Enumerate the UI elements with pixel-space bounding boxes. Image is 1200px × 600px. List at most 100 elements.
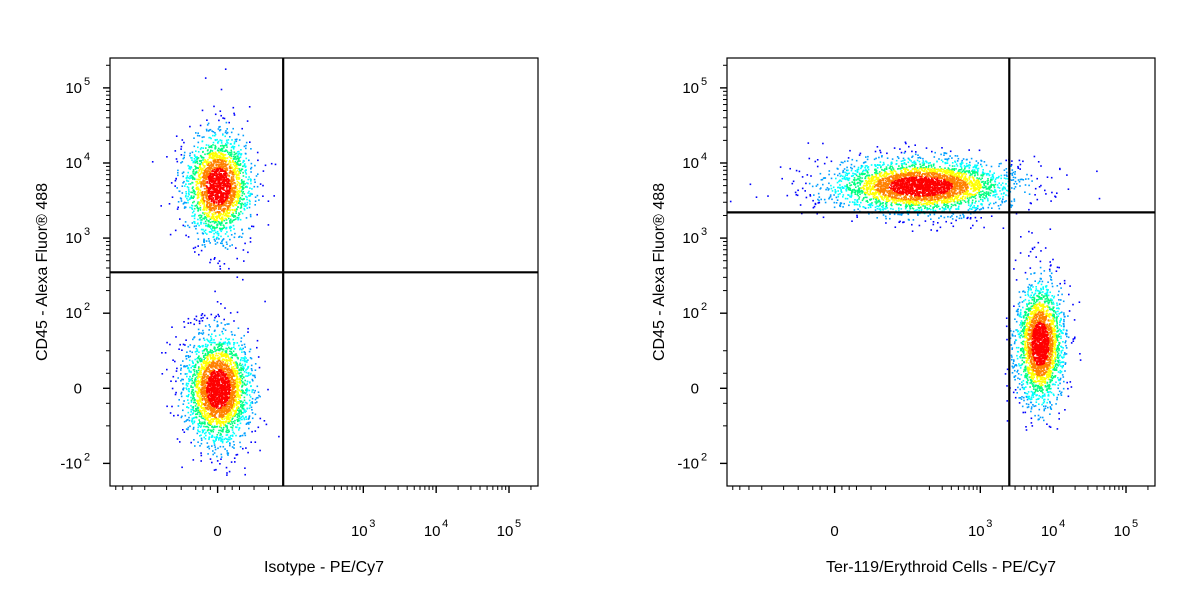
event-dot (208, 436, 211, 438)
event-dot (212, 175, 214, 178)
event-dot (191, 420, 193, 422)
event-dot (197, 172, 199, 174)
event-dot (203, 386, 205, 389)
event-dot (243, 396, 246, 399)
event-dot (235, 158, 237, 161)
event-dot (232, 127, 234, 130)
event-dot (238, 344, 240, 347)
event-dot (224, 175, 227, 177)
event-dot (204, 352, 207, 355)
event-dot (227, 216, 229, 218)
event-dot (216, 396, 219, 399)
event-dot (246, 196, 248, 199)
event-dot (209, 421, 212, 423)
event-dot (224, 307, 226, 309)
event-dot (215, 219, 217, 221)
event-dot (200, 172, 203, 174)
event-dot (207, 171, 209, 174)
event-dot (207, 362, 210, 365)
event-dot (224, 154, 226, 156)
event-dot (191, 157, 193, 159)
event-dot (228, 357, 230, 359)
event-dot (206, 406, 209, 409)
event-dot (217, 167, 220, 169)
event-dot (218, 438, 220, 440)
event-dot (241, 194, 243, 197)
event-dot (241, 384, 244, 387)
event-dot (214, 413, 216, 416)
event-dot (239, 198, 241, 200)
event-dot (192, 426, 195, 429)
event-dot (202, 415, 205, 417)
event-dot (224, 183, 226, 185)
event-dot (233, 182, 235, 184)
event-dot (207, 419, 209, 421)
event-dot (189, 375, 191, 378)
event-dot (242, 232, 244, 235)
event-dot (206, 233, 208, 235)
event-dot (197, 207, 200, 210)
event-dot (240, 206, 243, 209)
event-dot (219, 463, 221, 465)
event-dot (238, 414, 241, 416)
event-dot (216, 418, 218, 420)
event-dot (226, 128, 228, 130)
event-dot (209, 458, 212, 460)
event-dot (217, 211, 220, 213)
event-dot (221, 188, 224, 190)
event-dot (252, 374, 254, 377)
event-dot (191, 207, 193, 209)
event-dot (206, 376, 208, 378)
event-dot (245, 217, 248, 219)
event-dot (220, 161, 222, 164)
event-dot (200, 363, 203, 366)
event-dot (208, 402, 210, 405)
event-dot (226, 434, 229, 436)
event-dot (236, 367, 239, 369)
event-dot (212, 156, 214, 158)
event-dot (218, 216, 220, 218)
event-dot (211, 215, 214, 218)
event-dot (161, 373, 164, 375)
event-dot (230, 157, 232, 160)
event-dot (211, 213, 213, 215)
event-dot (262, 195, 264, 197)
event-dot (220, 438, 222, 440)
event-dot (230, 131, 233, 134)
event-dot (209, 406, 211, 408)
event-dot (185, 193, 188, 195)
event-dot (212, 428, 215, 431)
event-dot (206, 191, 208, 194)
event-dot (219, 223, 222, 226)
event-dot (202, 147, 205, 149)
event-dot (212, 157, 214, 159)
event-dot (217, 156, 219, 159)
event-dot (202, 366, 204, 369)
event-dot (182, 429, 184, 431)
event-dot (208, 422, 210, 424)
event-dot (222, 386, 224, 389)
event-dot (189, 206, 191, 209)
event-dot (225, 139, 228, 142)
event-dot (241, 373, 244, 376)
event-dot (185, 234, 187, 237)
event-dot (214, 206, 217, 208)
event-dot (242, 405, 244, 408)
event-dot (204, 370, 207, 372)
event-dot (244, 356, 246, 358)
event-dot (229, 222, 231, 224)
event-dot (240, 375, 243, 377)
event-dot (235, 187, 238, 189)
event-dot (223, 368, 225, 370)
event-dot (224, 437, 227, 440)
event-dot (222, 117, 224, 119)
event-dot (188, 226, 191, 229)
event-dot (201, 196, 203, 199)
event-dot (190, 191, 192, 194)
event-dot (201, 367, 203, 369)
event-dot (226, 414, 229, 417)
event-dot (234, 364, 236, 367)
event-dot (237, 176, 239, 179)
event-dot (193, 200, 195, 203)
event-dot (246, 207, 248, 209)
